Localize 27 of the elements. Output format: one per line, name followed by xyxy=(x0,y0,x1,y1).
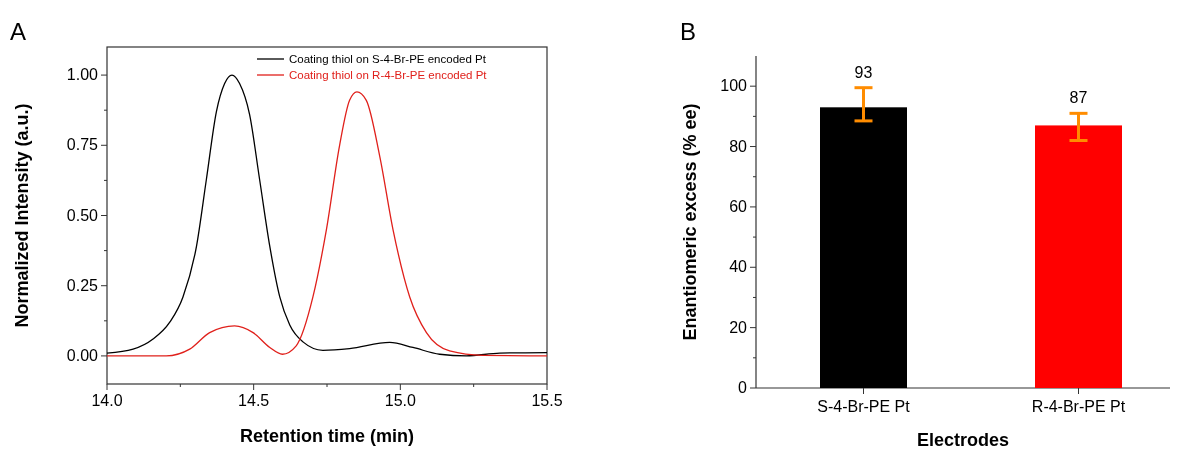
y-tick-label: 0.50 xyxy=(66,206,99,224)
y-tick-label: 60 xyxy=(729,197,748,215)
y-tick-label: 1.00 xyxy=(66,66,99,84)
x-tick-label: R-4-Br-PE Pt xyxy=(1031,398,1126,415)
x-axis-title: Electrodes xyxy=(916,430,1010,450)
y-axis-title: Normalized Intensity (a.u.) xyxy=(12,103,32,328)
x-tick-label: 15.0 xyxy=(384,392,417,409)
chart-title: A xyxy=(10,18,27,45)
legend-label: Coating thiol on S-4-Br-PE encoded Pt xyxy=(289,53,487,65)
chart-title: B xyxy=(680,18,697,45)
y-tick-label: 20 xyxy=(729,318,748,336)
y-tick-label: 40 xyxy=(729,258,748,276)
y-tick-label: 100 xyxy=(720,77,748,95)
y-axis-title: Enantiomeric excess (% ee) xyxy=(680,103,700,341)
x-tick-label: S-4-Br-PE Pt xyxy=(817,398,911,415)
x-tick-label: 15.5 xyxy=(531,392,563,409)
data-label: 87 xyxy=(1069,89,1088,107)
y-tick-label: 0.75 xyxy=(66,136,99,154)
x-tick-label: 14.0 xyxy=(91,392,123,409)
y-tick-label: 0.25 xyxy=(66,276,99,294)
data-label: 93 xyxy=(854,63,873,81)
x-tick-label: 14.5 xyxy=(238,392,270,409)
x-axis-title: Retention time (min) xyxy=(240,426,414,446)
legend-label: Coating thiol on R-4-Br-PE encoded Pt xyxy=(289,69,488,81)
y-tick-label: 0 xyxy=(738,379,748,396)
y-tick-label: 0.00 xyxy=(66,346,99,364)
y-tick-label: 80 xyxy=(729,137,748,155)
